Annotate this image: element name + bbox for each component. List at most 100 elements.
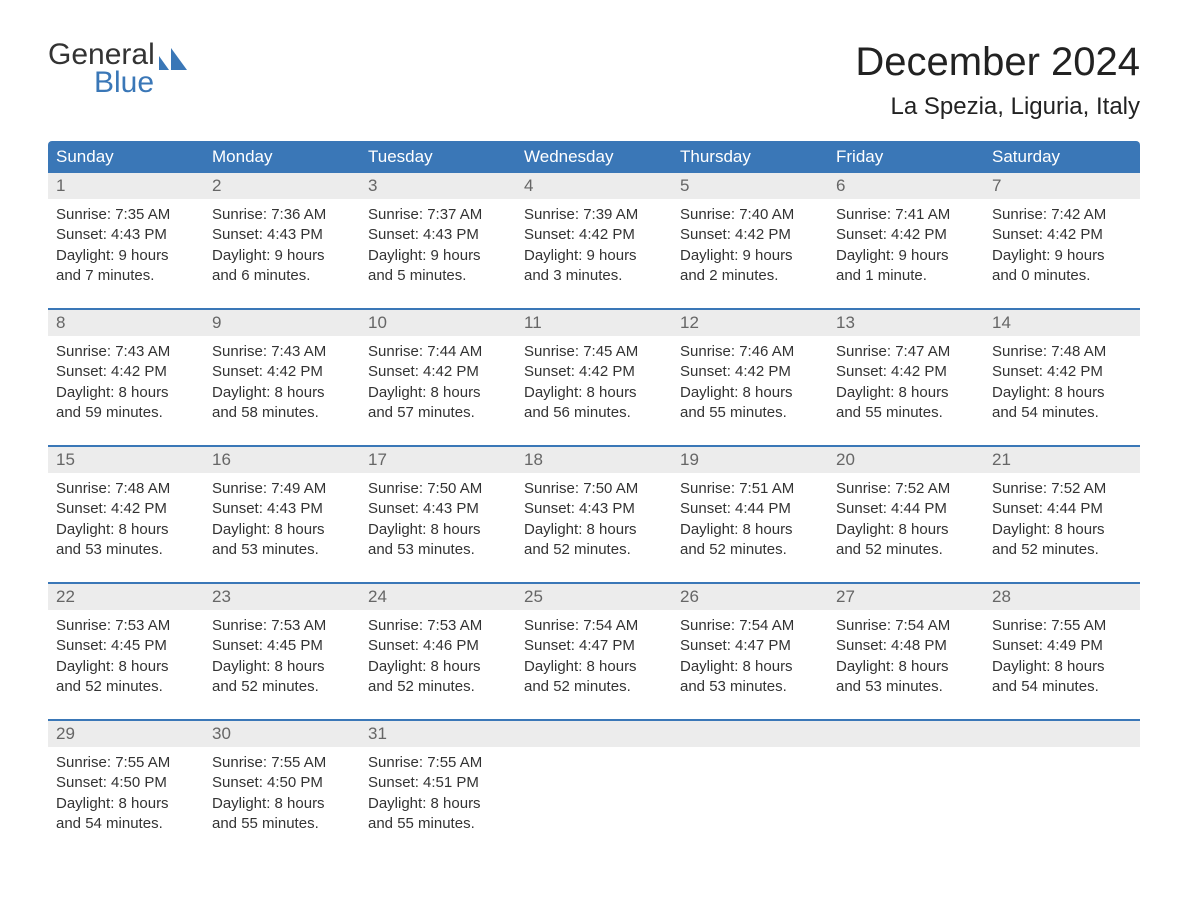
day-number: 4 (516, 173, 672, 199)
day-cell: Sunrise: 7:43 AMSunset: 4:42 PMDaylight:… (48, 336, 204, 431)
day-number: 1 (48, 173, 204, 199)
day-cell: Sunrise: 7:50 AMSunset: 4:43 PMDaylight:… (516, 473, 672, 568)
logo: General Blue (48, 40, 187, 98)
day-cell: Sunrise: 7:46 AMSunset: 4:42 PMDaylight:… (672, 336, 828, 431)
sunset-text: Sunset: 4:42 PM (680, 362, 820, 382)
daylight-text: Daylight: 9 hours and 0 minutes. (992, 246, 1132, 287)
title-block: December 2024 La Spezia, Liguria, Italy (855, 40, 1140, 121)
day-number (828, 721, 984, 747)
day-number: 23 (204, 584, 360, 610)
logo-word-2: Blue (48, 68, 187, 98)
daylight-text: Daylight: 8 hours and 57 minutes. (368, 383, 508, 424)
day-number: 9 (204, 310, 360, 336)
calendar: Sunday Monday Tuesday Wednesday Thursday… (48, 141, 1140, 842)
sunset-text: Sunset: 4:43 PM (212, 225, 352, 245)
sunrise-text: Sunrise: 7:50 AM (368, 479, 508, 499)
day-number: 2 (204, 173, 360, 199)
page-header: General Blue December 2024 La Spezia, Li… (48, 40, 1140, 121)
sunrise-text: Sunrise: 7:53 AM (56, 616, 196, 636)
day-number: 26 (672, 584, 828, 610)
day-number: 24 (360, 584, 516, 610)
daylight-text: Daylight: 9 hours and 6 minutes. (212, 246, 352, 287)
sunset-text: Sunset: 4:42 PM (992, 362, 1132, 382)
day-cell: Sunrise: 7:51 AMSunset: 4:44 PMDaylight:… (672, 473, 828, 568)
week-body-row: Sunrise: 7:43 AMSunset: 4:42 PMDaylight:… (48, 336, 1140, 431)
day-number: 5 (672, 173, 828, 199)
day-number: 28 (984, 584, 1140, 610)
daylight-text: Daylight: 8 hours and 52 minutes. (524, 657, 664, 698)
daylight-text: Daylight: 8 hours and 54 minutes. (56, 794, 196, 835)
sunset-text: Sunset: 4:42 PM (992, 225, 1132, 245)
day-cell: Sunrise: 7:48 AMSunset: 4:42 PMDaylight:… (984, 336, 1140, 431)
sunset-text: Sunset: 4:43 PM (368, 499, 508, 519)
sunset-text: Sunset: 4:50 PM (56, 773, 196, 793)
sunset-text: Sunset: 4:42 PM (56, 362, 196, 382)
sunset-text: Sunset: 4:45 PM (212, 636, 352, 656)
sunrise-text: Sunrise: 7:46 AM (680, 342, 820, 362)
day-number: 25 (516, 584, 672, 610)
sunrise-text: Sunrise: 7:35 AM (56, 205, 196, 225)
day-cell: Sunrise: 7:55 AMSunset: 4:51 PMDaylight:… (360, 747, 516, 842)
day-cell: Sunrise: 7:44 AMSunset: 4:42 PMDaylight:… (360, 336, 516, 431)
sunrise-text: Sunrise: 7:48 AM (56, 479, 196, 499)
day-cell: Sunrise: 7:41 AMSunset: 4:42 PMDaylight:… (828, 199, 984, 294)
day-number: 19 (672, 447, 828, 473)
day-cell (984, 747, 1140, 842)
sunrise-text: Sunrise: 7:40 AM (680, 205, 820, 225)
sunrise-text: Sunrise: 7:39 AM (524, 205, 664, 225)
week-body-row: Sunrise: 7:53 AMSunset: 4:45 PMDaylight:… (48, 610, 1140, 705)
daylight-text: Daylight: 9 hours and 1 minute. (836, 246, 976, 287)
sunrise-text: Sunrise: 7:42 AM (992, 205, 1132, 225)
day-cell (828, 747, 984, 842)
sunrise-text: Sunrise: 7:53 AM (368, 616, 508, 636)
week-body-row: Sunrise: 7:48 AMSunset: 4:42 PMDaylight:… (48, 473, 1140, 568)
day-cell: Sunrise: 7:55 AMSunset: 4:50 PMDaylight:… (204, 747, 360, 842)
day-number: 6 (828, 173, 984, 199)
day-number: 15 (48, 447, 204, 473)
sunset-text: Sunset: 4:50 PM (212, 773, 352, 793)
weekday-header-row: Sunday Monday Tuesday Wednesday Thursday… (48, 141, 1140, 173)
day-cell: Sunrise: 7:39 AMSunset: 4:42 PMDaylight:… (516, 199, 672, 294)
week-day-number-row: 22232425262728 (48, 582, 1140, 610)
sunset-text: Sunset: 4:43 PM (368, 225, 508, 245)
sunset-text: Sunset: 4:43 PM (524, 499, 664, 519)
weekday-header: Friday (828, 141, 984, 173)
day-number (672, 721, 828, 747)
day-number: 16 (204, 447, 360, 473)
daylight-text: Daylight: 8 hours and 52 minutes. (212, 657, 352, 698)
daylight-text: Daylight: 8 hours and 55 minutes. (680, 383, 820, 424)
daylight-text: Daylight: 8 hours and 52 minutes. (836, 520, 976, 561)
sunrise-text: Sunrise: 7:48 AM (992, 342, 1132, 362)
day-number: 31 (360, 721, 516, 747)
sunset-text: Sunset: 4:44 PM (992, 499, 1132, 519)
day-number: 7 (984, 173, 1140, 199)
day-number: 20 (828, 447, 984, 473)
sunset-text: Sunset: 4:42 PM (524, 362, 664, 382)
sunrise-text: Sunrise: 7:44 AM (368, 342, 508, 362)
sunset-text: Sunset: 4:42 PM (836, 225, 976, 245)
daylight-text: Daylight: 8 hours and 54 minutes. (992, 383, 1132, 424)
sunset-text: Sunset: 4:42 PM (524, 225, 664, 245)
day-cell: Sunrise: 7:52 AMSunset: 4:44 PMDaylight:… (984, 473, 1140, 568)
sunrise-text: Sunrise: 7:51 AM (680, 479, 820, 499)
daylight-text: Daylight: 8 hours and 56 minutes. (524, 383, 664, 424)
sunrise-text: Sunrise: 7:50 AM (524, 479, 664, 499)
daylight-text: Daylight: 8 hours and 53 minutes. (368, 520, 508, 561)
daylight-text: Daylight: 8 hours and 52 minutes. (524, 520, 664, 561)
daylight-text: Daylight: 8 hours and 53 minutes. (56, 520, 196, 561)
day-cell: Sunrise: 7:48 AMSunset: 4:42 PMDaylight:… (48, 473, 204, 568)
daylight-text: Daylight: 8 hours and 55 minutes. (212, 794, 352, 835)
sunrise-text: Sunrise: 7:43 AM (212, 342, 352, 362)
sunset-text: Sunset: 4:42 PM (836, 362, 976, 382)
daylight-text: Daylight: 8 hours and 52 minutes. (680, 520, 820, 561)
location: La Spezia, Liguria, Italy (855, 93, 1140, 121)
sunrise-text: Sunrise: 7:55 AM (992, 616, 1132, 636)
sunrise-text: Sunrise: 7:45 AM (524, 342, 664, 362)
weekday-header: Saturday (984, 141, 1140, 173)
day-cell: Sunrise: 7:53 AMSunset: 4:45 PMDaylight:… (48, 610, 204, 705)
day-number: 11 (516, 310, 672, 336)
sunrise-text: Sunrise: 7:54 AM (836, 616, 976, 636)
daylight-text: Daylight: 8 hours and 53 minutes. (680, 657, 820, 698)
day-cell: Sunrise: 7:35 AMSunset: 4:43 PMDaylight:… (48, 199, 204, 294)
day-number: 12 (672, 310, 828, 336)
